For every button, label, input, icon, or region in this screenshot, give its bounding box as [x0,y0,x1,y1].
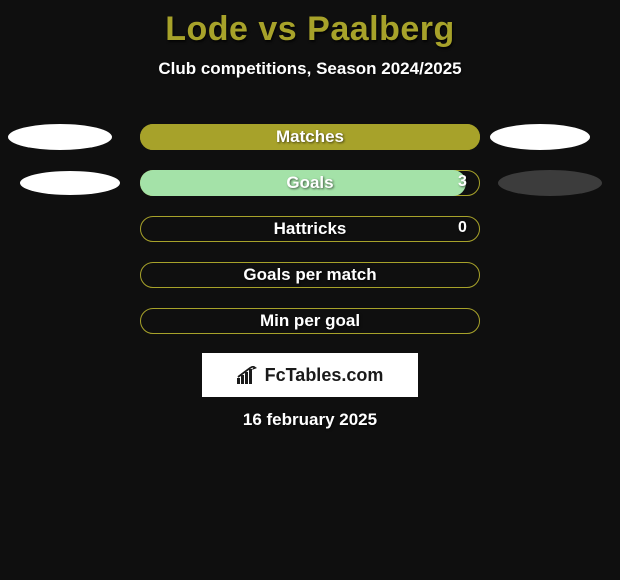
stat-row-matches: Matches [0,124,620,150]
stat-row-goals: Goals3 [0,170,620,196]
logo-text: FcTables.com [265,365,384,386]
bar-value: 0 [458,219,610,237]
left-score-ellipse [8,124,112,150]
bar-track [140,216,480,242]
date-text: 16 february 2025 [0,410,620,430]
bar-fill [140,124,480,150]
logo-box: FcTables.com [202,353,418,397]
stat-row-goals-per-match: Goals per match [0,262,620,288]
bar-track [140,262,480,288]
bar-fill [140,170,466,196]
page-title: Lode vs Paalberg [0,0,620,49]
bar-chart-icon [237,366,259,384]
left-score-ellipse [20,171,120,195]
stat-row-min-per-goal: Min per goal [0,308,620,334]
right-score-ellipse [498,170,602,196]
stat-row-hattricks: Hattricks0 [0,216,620,242]
bar-track [140,308,480,334]
right-score-ellipse [490,124,590,150]
subtitle: Club competitions, Season 2024/2025 [0,59,620,79]
